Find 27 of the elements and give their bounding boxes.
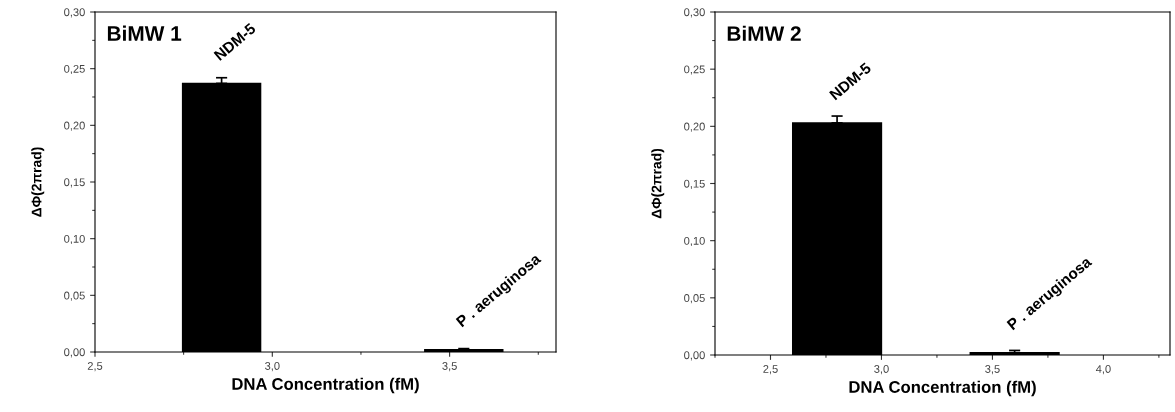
text: BiMW 1: [107, 25, 182, 41]
y-axis-title: ΔΦ(2πrad): [651, 148, 665, 219]
y-tick-label: 0,25: [684, 65, 705, 75]
x-tick-label: 4,0: [1095, 365, 1111, 375]
y-tick-label: 0,30: [64, 8, 85, 18]
y-tick-label: 0,00: [64, 348, 85, 358]
x-tick-label: 3,0: [874, 365, 889, 375]
x-tick-label: 3,5: [985, 365, 1000, 375]
y-tick-label: 0,00: [684, 351, 705, 361]
y-axis-title: ΔΦ(2πrad): [31, 147, 45, 217]
y-tick-label: 0,25: [64, 64, 85, 75]
x-tick-label: 3,0: [265, 362, 280, 372]
y-tick-label: 0,10: [684, 236, 705, 247]
x-axis-title: DNA Concentration (fM): [232, 377, 419, 394]
text: BiMW 2: [727, 25, 801, 41]
y-tick-label: 0,15: [64, 178, 85, 188]
y-tick-label: 0,15: [684, 179, 705, 189]
y-tick-label: 0,10: [64, 234, 85, 245]
x-tick-label: 2,5: [87, 362, 103, 372]
y-tick-label: 0,30: [684, 8, 705, 18]
y-tick-label: 0,20: [64, 121, 85, 131]
y-tick-label: 0,20: [684, 122, 705, 132]
x-tick-label: 3,5: [442, 362, 457, 372]
y-tick-label: 0,05: [684, 294, 705, 304]
x-tick-label: 2,5: [763, 365, 778, 375]
x-axis-title: DNA Concentration (fM): [849, 380, 1036, 397]
y-tick-label: 0,05: [64, 291, 85, 301]
